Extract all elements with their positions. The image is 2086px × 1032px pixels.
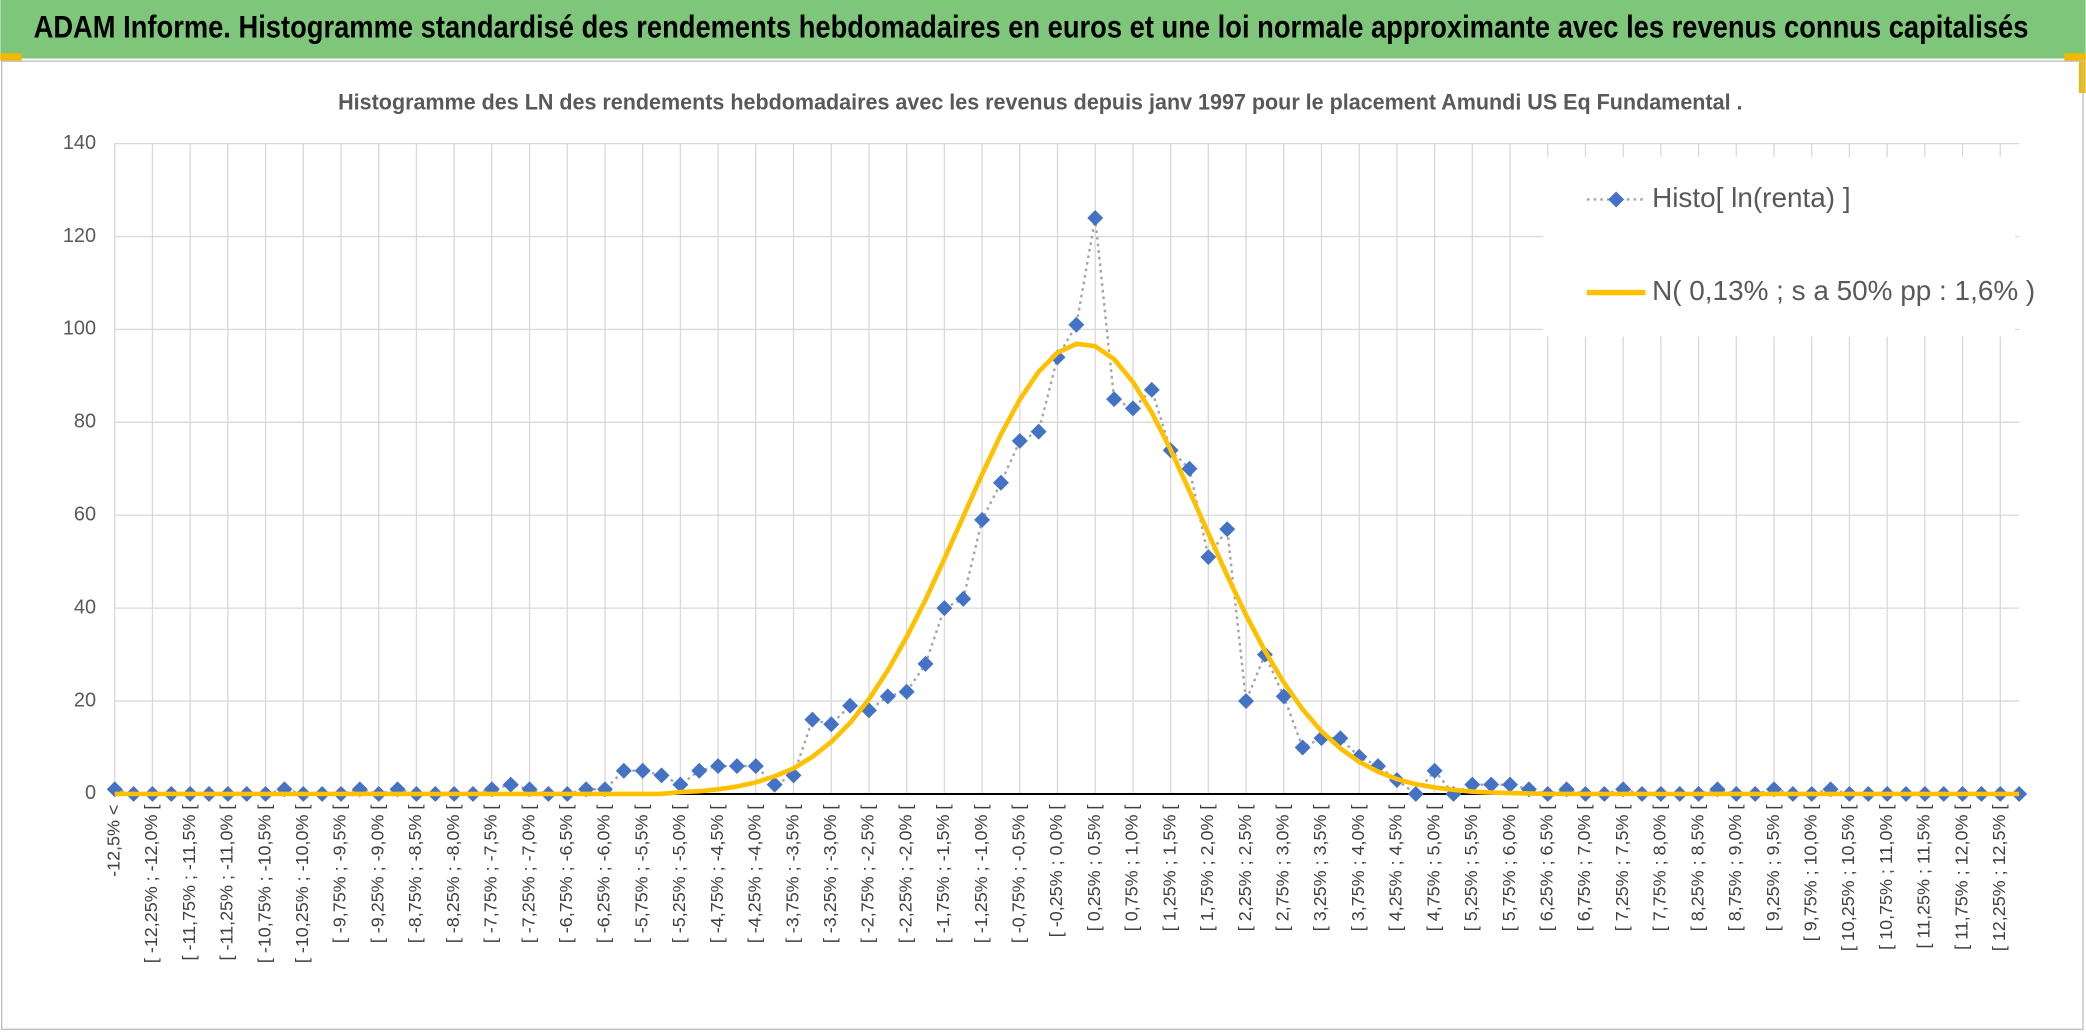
x-tick-label: [ 4,25% ; 4,5% [ [1386, 805, 1406, 932]
x-tick-label: [ -4,75% ; -4,5% [ [707, 805, 727, 944]
data-point [634, 762, 651, 779]
data-point [672, 776, 689, 793]
legend-box [1543, 156, 2016, 337]
x-tick-label: [ -8,25% ; -8,0% [ [443, 805, 463, 944]
data-point [1407, 785, 1424, 802]
x-tick-label: [ -6,75% ; -6,5% [ [556, 805, 576, 944]
x-tick-label: [ -9,75% ; -9,5% [ [330, 805, 350, 944]
x-tick-label: [ 1,25% ; 1,5% [ [1159, 805, 1179, 932]
x-tick-label: [ -7,25% ; -7,0% [ [518, 805, 538, 944]
y-tick-label: 60 [74, 504, 96, 526]
data-point [804, 711, 821, 728]
x-tick-label: [ -10,25% ; -10,0% [ [292, 805, 312, 964]
x-tick-label: [ 11,75% ; 12,0% [ [1951, 805, 1971, 950]
x-tick-label: [ 7,75% ; 8,0% [ [1650, 805, 1670, 932]
y-tick-label: 120 [63, 225, 96, 247]
data-point [1483, 776, 1500, 793]
y-tick-label: 40 [74, 596, 96, 618]
data-point [1200, 549, 1217, 566]
data-point [879, 688, 896, 705]
data-point [1294, 739, 1311, 756]
x-tick-label: [ 2,25% ; 2,5% [ [1235, 805, 1255, 932]
x-tick-label: [ -5,75% ; -5,5% [ [631, 805, 651, 944]
data-point [823, 716, 840, 733]
x-tick-label: [ 0,75% ; 1,0% [ [1122, 805, 1142, 932]
x-tick-label: [ -10,75% ; -10,5% [ [254, 805, 274, 964]
x-tick-label: [ -5,25% ; -5,0% [ [669, 805, 689, 944]
x-tick-label: [ 12,25% ; 12,5% [ [1989, 805, 2009, 952]
data-point [1106, 391, 1123, 408]
x-tick-label: [ -3,75% ; -3,5% [ [782, 805, 802, 944]
data-point [653, 767, 670, 784]
x-tick-label: [ 9,25% ; 9,5% [ [1763, 805, 1783, 932]
x-tick-label: [ -4,25% ; -4,0% [ [745, 805, 765, 944]
x-tick-label: [ -7,75% ; -7,5% [ [481, 805, 501, 944]
x-tick-label: [ 5,75% ; 6,0% [ [1499, 805, 1519, 932]
data-point [842, 697, 859, 714]
x-tick-label: [ 1,75% ; 2,0% [ [1197, 805, 1217, 932]
x-tick-label: [ -2,25% ; -2,0% [ [895, 805, 915, 944]
series-line [114, 341, 2020, 797]
x-tick-label: [ 2,75% ; 3,0% [ [1273, 805, 1293, 932]
x-tick-label: [ 6,25% ; 6,5% [ [1536, 805, 1556, 932]
x-tick-label: [ 5,25% ; 5,5% [ [1461, 805, 1481, 932]
legend-marker [1608, 191, 1625, 208]
x-tick-label: [ 8,25% ; 8,5% [ [1687, 805, 1707, 932]
x-tick-label: [ -0,25% ; 0,0% [ [1046, 805, 1066, 938]
x-tick-label: [ -11,75% ; -11,5% [ [179, 805, 199, 961]
x-tick-label: [ 10,25% ; 10,5% [ [1838, 805, 1858, 952]
x-tick-label: [ 7,25% ; 7,5% [ [1612, 805, 1632, 932]
x-tick-label: [ -2,75% ; -2,5% [ [858, 805, 878, 944]
y-tick-label: 140 [63, 132, 96, 154]
header-bar [0, 0, 2086, 59]
corner [0, 53, 22, 62]
data-point [898, 683, 915, 700]
legend-label: Histo[ ln(renta) ] [1652, 182, 1851, 213]
data-point [691, 762, 708, 779]
data-point [728, 758, 745, 775]
data-point [1087, 209, 1104, 226]
data-point [1275, 688, 1292, 705]
data-point [710, 758, 727, 775]
data-point [1143, 381, 1160, 398]
corner [2064, 53, 2086, 62]
page-title: ADAM Informe. Histogramme standardisé de… [34, 9, 2029, 45]
x-tick-label: [ 0,25% ; 0,5% [ [1084, 805, 1104, 932]
x-tick-label: [ -9,25% ; -9,0% [ [367, 805, 387, 944]
x-tick-label: [ -8,75% ; -8,5% [ [405, 805, 425, 944]
x-tick-label: [ -11,25% ; -11,0% [ [217, 805, 237, 961]
chart-frame [1, 60, 2084, 1031]
y-tick-label: 100 [63, 318, 96, 340]
x-tick-label: [ 9,75% ; 10,0% [ [1800, 805, 1820, 942]
data-point [747, 758, 764, 775]
x-tick-label: [ 10,75% ; 11,0% [ [1876, 805, 1896, 950]
x-tick-label: -12,5% < [103, 805, 123, 877]
data-point [1238, 693, 1255, 710]
x-tick-label: [ -6,25% ; -6,0% [ [594, 805, 614, 944]
x-tick-label: [ 3,25% ; 3,5% [ [1310, 805, 1330, 932]
x-tick-label: [ 8,75% ; 9,0% [ [1725, 805, 1745, 932]
x-tick-label: [ -12,25% ; -12,0% [ [141, 805, 161, 964]
data-point [1464, 776, 1481, 793]
x-tick-label: [ 11,25% ; 11,5% [ [1914, 805, 1934, 949]
x-tick-label: [ -3,25% ; -3,0% [ [820, 805, 840, 944]
x-tick-label: [ 4,75% ; 5,0% [ [1423, 805, 1443, 932]
data-point [1011, 432, 1028, 449]
x-tick-label: [ 6,75% ; 7,0% [ [1574, 805, 1594, 932]
data-point [974, 511, 991, 528]
x-tick-label: [ 3,75% ; 4,0% [ [1348, 805, 1368, 932]
x-tick-label: [ -0,75% ; -0,5% [ [1009, 805, 1029, 944]
x-tick-label: [ -1,75% ; -1,5% [ [933, 805, 953, 944]
x-tick-label: [ -1,25% ; -1,0% [ [971, 805, 991, 944]
y-tick-label: 20 [74, 689, 96, 711]
legend-label: N( 0,13% ; s a 50% pp : 1,6% ) [1652, 275, 2035, 306]
chart-title: Histogramme des LN des rendements hebdom… [338, 90, 1742, 115]
data-point [1426, 762, 1443, 779]
data-point [502, 776, 519, 793]
y-tick-label: 0 [85, 782, 96, 804]
y-tick-label: 80 [74, 411, 96, 433]
data-point [766, 776, 783, 793]
